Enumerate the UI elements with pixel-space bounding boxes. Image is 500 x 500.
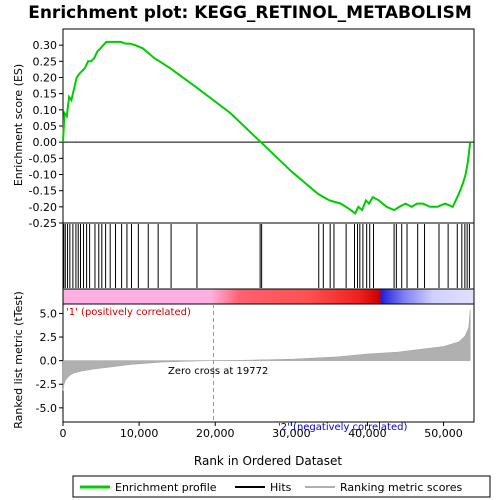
hits-panel <box>62 222 475 290</box>
metric-x-tick-label: 0 <box>60 427 67 440</box>
legend-enrichment-label: Enrichment profile <box>115 481 217 494</box>
es-y-axis-label: Enrichment score (ES) <box>12 64 25 186</box>
metric-y-tick-label: 2.5 <box>40 331 58 344</box>
metric-y-axis-label: Ranked list metric (tTest) <box>12 291 25 428</box>
es-y-tick-label: 0.10 <box>33 104 58 117</box>
es-y-tick-label: 0.15 <box>33 88 58 101</box>
chart-title: Enrichment plot: KEGG_RETINOL_METABOLISM <box>28 3 472 23</box>
metric-x-tick-label: 10,000 <box>120 427 159 440</box>
es-y-tick-label: 0.25 <box>33 55 58 68</box>
es-y-tick-label: -0.15 <box>29 185 57 198</box>
es-y-tick-label: -0.25 <box>29 217 57 230</box>
es-y-tick-label: -0.10 <box>29 169 57 182</box>
es-y-tick-label: 0.20 <box>33 72 58 85</box>
metric-y-tick-label: 5.0 <box>40 307 58 320</box>
hit-markers <box>63 224 470 288</box>
metric-x-axis-label: Rank in Ordered Dataset <box>194 454 342 468</box>
es-y-tick-label: 0.00 <box>33 136 58 149</box>
es-y-tick-label: 0.30 <box>33 39 58 52</box>
metric-x-tick-label: 40,000 <box>348 427 387 440</box>
negative-correlated-label: '2' (negatively correlated) <box>278 422 407 433</box>
positive-correlated-label: '1' (positively correlated) <box>66 307 191 318</box>
es-y-tick-label: 0.05 <box>33 120 58 133</box>
enrichment-profile-line <box>62 40 472 215</box>
rank-colorbar <box>62 288 475 305</box>
es-y-tick-label: -0.05 <box>29 152 57 165</box>
es-y-tick-label: -0.20 <box>29 201 57 214</box>
es-panel <box>62 28 475 224</box>
metric-y-tick-label: 0.0 <box>40 355 58 368</box>
metric-x-tick-label: 50,000 <box>424 427 463 440</box>
legend-metric-label: Ranking metric scores <box>340 481 462 494</box>
metric-x-axis: 0 10,000 20,000 30,000 40,000 50,000 <box>60 422 463 440</box>
es-y-axis: -0.25 -0.20 -0.15 -0.10 -0.05 0.00 0.05 0.10 0.1… <box>29 39 63 230</box>
metric-y-tick-label: -5.0 <box>36 402 57 415</box>
metric-x-tick-label: 20,000 <box>196 427 235 440</box>
metric-y-tick-label: -2.5 <box>36 378 57 391</box>
metric-y-axis: -5.0 -2.5 0.0 2.5 5.0 <box>36 307 63 415</box>
metric-x-tick-label: 30,000 <box>272 427 311 440</box>
zero-cross-label: Zero cross at 19772 <box>168 366 268 377</box>
legend-hits-label: Hits <box>270 481 292 494</box>
legend-box <box>72 475 491 498</box>
